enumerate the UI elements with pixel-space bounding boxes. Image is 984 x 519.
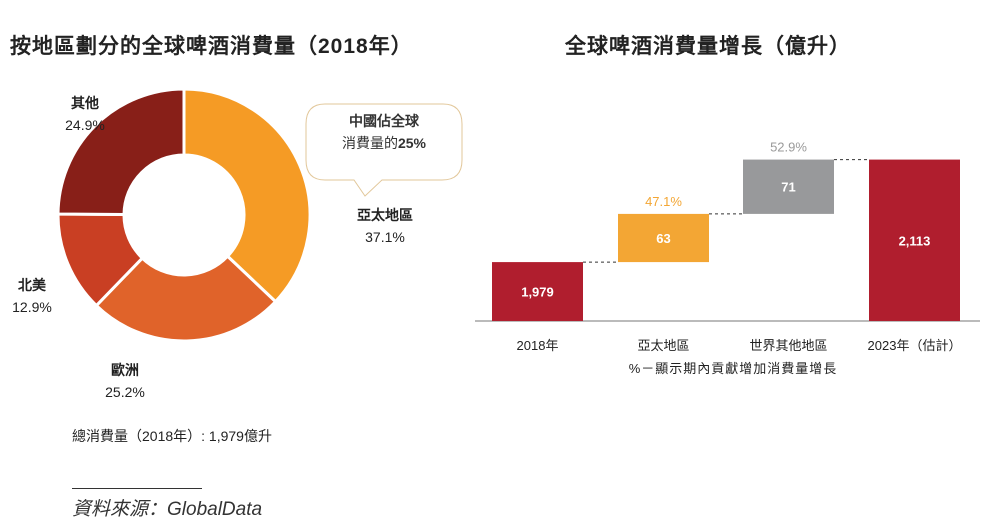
share-label-2: 52.9% <box>770 140 807 155</box>
slice-label-other: 其他 24.9% <box>65 95 105 133</box>
donut-chart-title: 按地區劃分的全球啤酒消費量（2018年） <box>10 35 413 58</box>
share-label-1: 47.1% <box>645 194 682 209</box>
bar-value-label-1: 63 <box>656 231 670 246</box>
bar-value-label-0: 1,979 <box>521 285 554 300</box>
bar-1 <box>618 213 709 263</box>
waterfall-chart-title: 全球啤酒消費量增長（億升） <box>565 35 851 58</box>
bar-value-label-2: 71 <box>781 180 795 195</box>
bar-value-label-3: 2,113 <box>899 233 931 248</box>
callout-text: 中國佔全球 消費量的25% <box>308 110 460 154</box>
callout-line1: 中國佔全球 <box>349 113 419 129</box>
category-label-1: 亞太地區 <box>637 338 689 353</box>
source-label: 資料來源：GlobalData <box>72 499 263 519</box>
callout-bubble <box>305 103 463 197</box>
category-label-0: 2018年 <box>517 338 559 353</box>
callout-line2-prefix: 消費量的 <box>341 135 398 151</box>
bar-0 <box>492 262 583 321</box>
category-label-3: 2023年（估計） <box>868 338 962 353</box>
category-label-2: 世界其他地區 <box>749 338 827 353</box>
waterfall-footnote: %－顯示期內貢獻增加消費量增長 <box>628 361 838 376</box>
slice-label-north-america: 北美 12.9% <box>12 277 52 315</box>
waterfall-chart: 1,979 2018年 63 47.1% 亞太地區 71 52.9% 世界其他地區 2,113 2… <box>475 140 980 353</box>
donut-chart <box>56 87 312 343</box>
slice-label-europe: 歐洲 25.2% <box>105 362 145 400</box>
donut-slice-1 <box>94 254 278 343</box>
donut-slice-0 <box>182 87 312 304</box>
total-consumption-label: 總消費量（2018年）: 1,979億升 <box>72 428 272 444</box>
bar-3 <box>869 159 960 321</box>
callout-line2-value: 25% <box>397 135 427 151</box>
source-divider <box>72 488 202 489</box>
donut-slice-3 <box>56 87 186 217</box>
slice-label-asia-pacific: 亞太地區 37.1% <box>357 207 413 245</box>
bar-2 <box>743 159 834 214</box>
